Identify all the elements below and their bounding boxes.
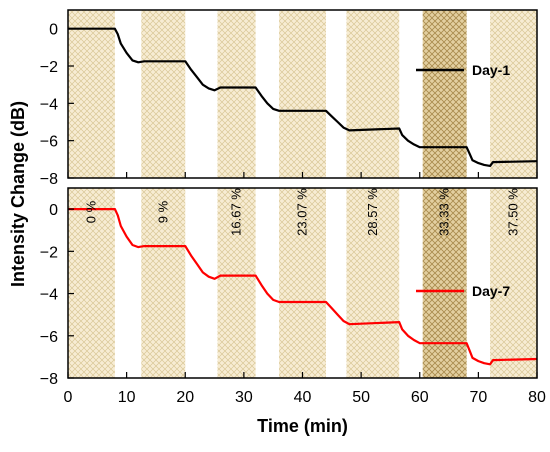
band-0-1	[141, 10, 186, 178]
y-tick-label: −4	[40, 96, 58, 113]
band-1-2	[217, 188, 256, 378]
band-0-3	[279, 10, 326, 178]
band-1-4	[346, 188, 400, 378]
band-0-6	[490, 10, 537, 178]
concentration-bands	[68, 10, 537, 378]
band-0-2	[217, 10, 256, 178]
legend-label-day-7: Day-7	[472, 283, 510, 299]
band-1-0	[68, 188, 115, 378]
band-label: 33.33 %	[437, 188, 452, 236]
series-lines	[68, 27, 538, 366]
x-tick-label: 80	[528, 389, 546, 406]
x-tick-label: 10	[118, 389, 136, 406]
band-1-6	[490, 188, 537, 378]
x-tick-label: 40	[294, 389, 312, 406]
x-tick-label: 60	[411, 389, 429, 406]
y-tick-label: −8	[40, 171, 58, 188]
y-tick-label: −4	[40, 287, 58, 304]
series-line-day-1	[68, 27, 538, 167]
x-tick-label: 70	[469, 389, 487, 406]
y-tick-label: −6	[40, 329, 58, 346]
y-tick-label: −2	[40, 244, 58, 261]
band-1-5	[422, 188, 467, 378]
y-tick-label: −2	[40, 59, 58, 76]
band-label: 16.67 %	[229, 188, 244, 236]
band-label: 37.50 %	[506, 188, 521, 236]
band-0-5	[422, 10, 467, 178]
band-0-0	[68, 10, 115, 178]
band-label: 9 %	[155, 200, 170, 223]
x-tick-label: 0	[64, 389, 73, 406]
series-line-day-7	[68, 208, 538, 366]
band-label: 0 %	[83, 200, 98, 223]
band-label: 28.57 %	[365, 188, 380, 236]
axes	[67, 9, 538, 379]
band-1-1	[141, 188, 186, 378]
y-tick-label: 0	[49, 202, 58, 219]
y-tick-label: 0	[49, 22, 58, 39]
x-tick-label: 20	[176, 389, 194, 406]
x-tick-label: 50	[352, 389, 370, 406]
y-tick-label: −8	[40, 371, 58, 388]
band-0-4	[346, 10, 400, 178]
x-axis-title: Time (min)	[257, 416, 348, 436]
band-label: 23.07 %	[295, 188, 310, 236]
legend-label-day-1: Day-1	[472, 62, 510, 78]
band-1-3	[279, 188, 326, 378]
chart-labels: 0 % 9 % 16.67 % 23.07 % 28.57 % 33.33 % 37.50 …	[8, 22, 546, 436]
y-tick-label: −6	[40, 134, 58, 151]
y-axis-title: Intensity Change (dB)	[8, 101, 28, 287]
x-tick-label: 30	[235, 389, 253, 406]
